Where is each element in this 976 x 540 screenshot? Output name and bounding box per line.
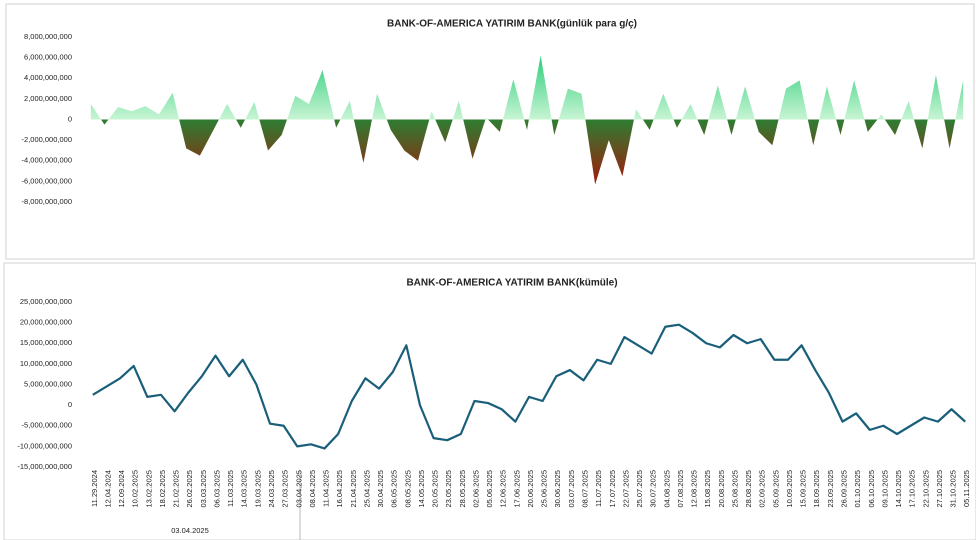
y-tick-label: 4,000,000,000	[24, 73, 72, 82]
y-tick-label: 25,000,000,000	[20, 297, 72, 306]
x-tick-label: 11.07.2025	[594, 470, 603, 507]
x-tick-label: 21.04.2025	[349, 470, 358, 508]
x-tick-label: 02.09.2025	[758, 470, 767, 508]
y-tick-label: -8,000,000,000	[22, 197, 72, 206]
x-tick-label: 05.06.2025	[485, 470, 494, 508]
y-tick-label: 15,000,000,000	[20, 338, 72, 347]
x-tick-label: 08.05.2025	[403, 470, 412, 508]
y-tick-label: 6,000,000,000	[24, 53, 72, 62]
y-tick-label: 0	[68, 400, 72, 409]
x-tick-label: 10.02.2025	[131, 470, 140, 508]
x-tick-label: 23.09.2025	[826, 470, 835, 508]
x-tick-label: 11.29.2024	[90, 470, 99, 507]
y-tick-label: 20,000,000,000	[20, 318, 72, 327]
x-tick-label: 30.06.2025	[553, 470, 562, 508]
x-tick-label: 09.10.2025	[880, 470, 889, 508]
x-tick-label: 14.03.2025	[240, 470, 249, 508]
y-tick-label: -15,000,000,000	[17, 462, 72, 471]
x-tick-label: 01.10.2025	[853, 470, 862, 508]
chart-title: BANK-OF-AMERICA YATIRIM BANK(kümüle)	[406, 278, 617, 289]
x-tick-label: 17.07.2025	[608, 470, 617, 508]
x-tick-label: 05.11.2025	[962, 470, 971, 507]
x-tick-label: 14.05.2025	[417, 470, 426, 508]
y-tick-label: 10,000,000,000	[20, 359, 72, 368]
x-tick-label: 13.02.2025	[144, 470, 153, 508]
x-tick-label: 30.07.2025	[649, 470, 658, 508]
y-tick-label: -5,000,000,000	[22, 421, 72, 430]
x-tick-label: 27.10.2025	[935, 470, 944, 508]
x-tick-label: 22.07.2025	[621, 470, 630, 508]
y-tick-label: 2,000,000,000	[24, 94, 72, 103]
x-tick-label: 25.04.2025	[362, 470, 371, 508]
x-tick-label: 10.09.2025	[785, 470, 794, 508]
x-tick-label: 25.06.2025	[540, 470, 549, 508]
x-tick-label: 12.09.2024	[117, 470, 126, 508]
x-tick-label: 28.05.2025	[458, 470, 467, 508]
x-tick-label: 06.03.2025	[212, 470, 221, 508]
x-tick-label: 11.03.2025	[226, 470, 235, 507]
x-tick-label: 06.05.2025	[390, 470, 399, 508]
top-panel	[5, 3, 975, 260]
x-tick-label: 25.08.2025	[730, 470, 739, 508]
x-tick-label: 12.04.2024	[103, 470, 112, 508]
x-tick-label: 20.06.2025	[526, 470, 535, 508]
x-tick-label: 14.10.2025	[894, 470, 903, 508]
x-tick-label: 24.03.2025	[267, 470, 276, 508]
y-tick-label: -6,000,000,000	[22, 176, 72, 185]
x-tick-label: 15.09.2025	[799, 470, 808, 508]
x-tick-label: 18.02.2025	[158, 470, 167, 508]
x-tick-label: 03.04.2025	[294, 470, 303, 508]
group-label: 03.04.2025	[171, 526, 209, 535]
x-tick-label: 26.02.2025	[185, 470, 194, 508]
x-tick-label: 28.08.2025	[744, 470, 753, 508]
x-tick-label: 18.09.2025	[812, 470, 821, 508]
x-tick-label: 03.03.2025	[199, 470, 208, 508]
x-tick-label: 07.08.2025	[676, 470, 685, 508]
x-tick-label: 22.10.2025	[921, 470, 930, 508]
y-tick-label: 8,000,000,000	[24, 32, 72, 41]
x-tick-label: 20.08.2025	[717, 470, 726, 508]
x-tick-label: 16.04.2025	[335, 470, 344, 508]
x-tick-label: 12.06.2025	[499, 470, 508, 508]
x-tick-label: 27.03.2025	[281, 470, 290, 508]
x-tick-label: 03.07.2025	[567, 470, 576, 508]
x-tick-label: 02.06.2025	[471, 470, 480, 508]
x-tick-label: 25.07.2025	[635, 470, 644, 508]
chart-title: BANK-OF-AMERICA YATIRIM BANK(günlük para…	[387, 19, 637, 30]
y-tick-label: -10,000,000,000	[17, 441, 72, 450]
y-tick-label: 0	[68, 114, 72, 123]
x-tick-label: 26.09.2025	[839, 470, 848, 508]
area	[90, 55, 964, 185]
x-tick-label: 21.02.2025	[172, 470, 181, 508]
x-tick-label: 11.04.2025	[322, 470, 331, 507]
x-tick-label: 23.05.2025	[444, 470, 453, 508]
y-tick-label: -4,000,000,000	[22, 156, 72, 165]
x-tick-label: 19.03.2025	[253, 470, 262, 508]
y-tick-label: 5,000,000,000	[24, 379, 72, 388]
y-tick-label: -2,000,000,000	[22, 135, 72, 144]
x-tick-label: 06.10.2025	[867, 470, 876, 508]
x-tick-label: 17.06.2025	[512, 470, 521, 508]
x-tick-label: 05.09.2025	[771, 470, 780, 508]
x-tick-label: 31.10.2025	[949, 470, 958, 508]
x-tick-label: 17.10.2025	[908, 470, 917, 508]
x-tick-label: 08.07.2025	[581, 470, 590, 508]
x-tick-label: 15.08.2025	[703, 470, 712, 508]
x-tick-label: 30.04.2025	[376, 470, 385, 508]
x-tick-label: 08.04.2025	[308, 470, 317, 508]
x-tick-label: 12.08.2025	[690, 470, 699, 508]
x-tick-label: 20.05.2025	[431, 470, 440, 508]
line	[92, 323, 966, 450]
x-tick-label: 04.08.2025	[662, 470, 671, 508]
